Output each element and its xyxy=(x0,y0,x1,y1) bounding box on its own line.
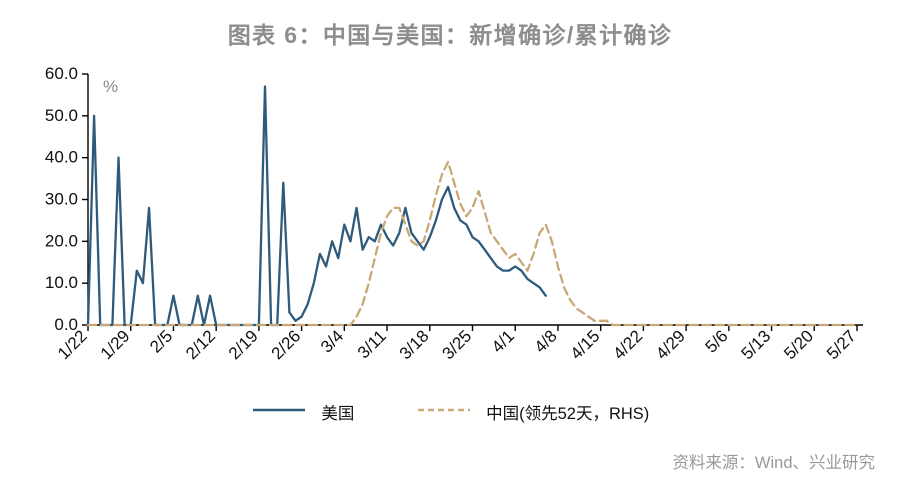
svg-text:20.0: 20.0 xyxy=(45,231,78,250)
svg-text:5/6: 5/6 xyxy=(702,326,732,356)
svg-text:2/12: 2/12 xyxy=(182,326,219,363)
svg-text:3/18: 3/18 xyxy=(396,326,433,363)
svg-text:60.0: 60.0 xyxy=(45,64,78,83)
svg-text:4/29: 4/29 xyxy=(652,326,689,363)
svg-text:5/13: 5/13 xyxy=(738,326,775,363)
svg-text:2/26: 2/26 xyxy=(268,326,305,363)
svg-text:2/5: 2/5 xyxy=(146,326,176,356)
svg-text:40.0: 40.0 xyxy=(45,148,78,167)
svg-text:5/27: 5/27 xyxy=(823,326,860,363)
svg-text:3/4: 3/4 xyxy=(317,326,347,356)
svg-text:4/15: 4/15 xyxy=(567,326,604,363)
svg-text:5/20: 5/20 xyxy=(780,326,817,363)
svg-text:3/25: 3/25 xyxy=(438,326,475,363)
svg-text:50.0: 50.0 xyxy=(45,106,78,125)
svg-text:4/8: 4/8 xyxy=(531,326,561,356)
svg-text:10.0: 10.0 xyxy=(45,273,78,292)
svg-text:4/1: 4/1 xyxy=(488,326,518,356)
svg-text:%: % xyxy=(103,77,118,96)
svg-text:4/22: 4/22 xyxy=(609,326,646,363)
svg-text:2/19: 2/19 xyxy=(225,326,262,363)
svg-text:30.0: 30.0 xyxy=(45,190,78,209)
svg-text:3/11: 3/11 xyxy=(354,326,390,362)
svg-text:1/29: 1/29 xyxy=(97,326,134,363)
